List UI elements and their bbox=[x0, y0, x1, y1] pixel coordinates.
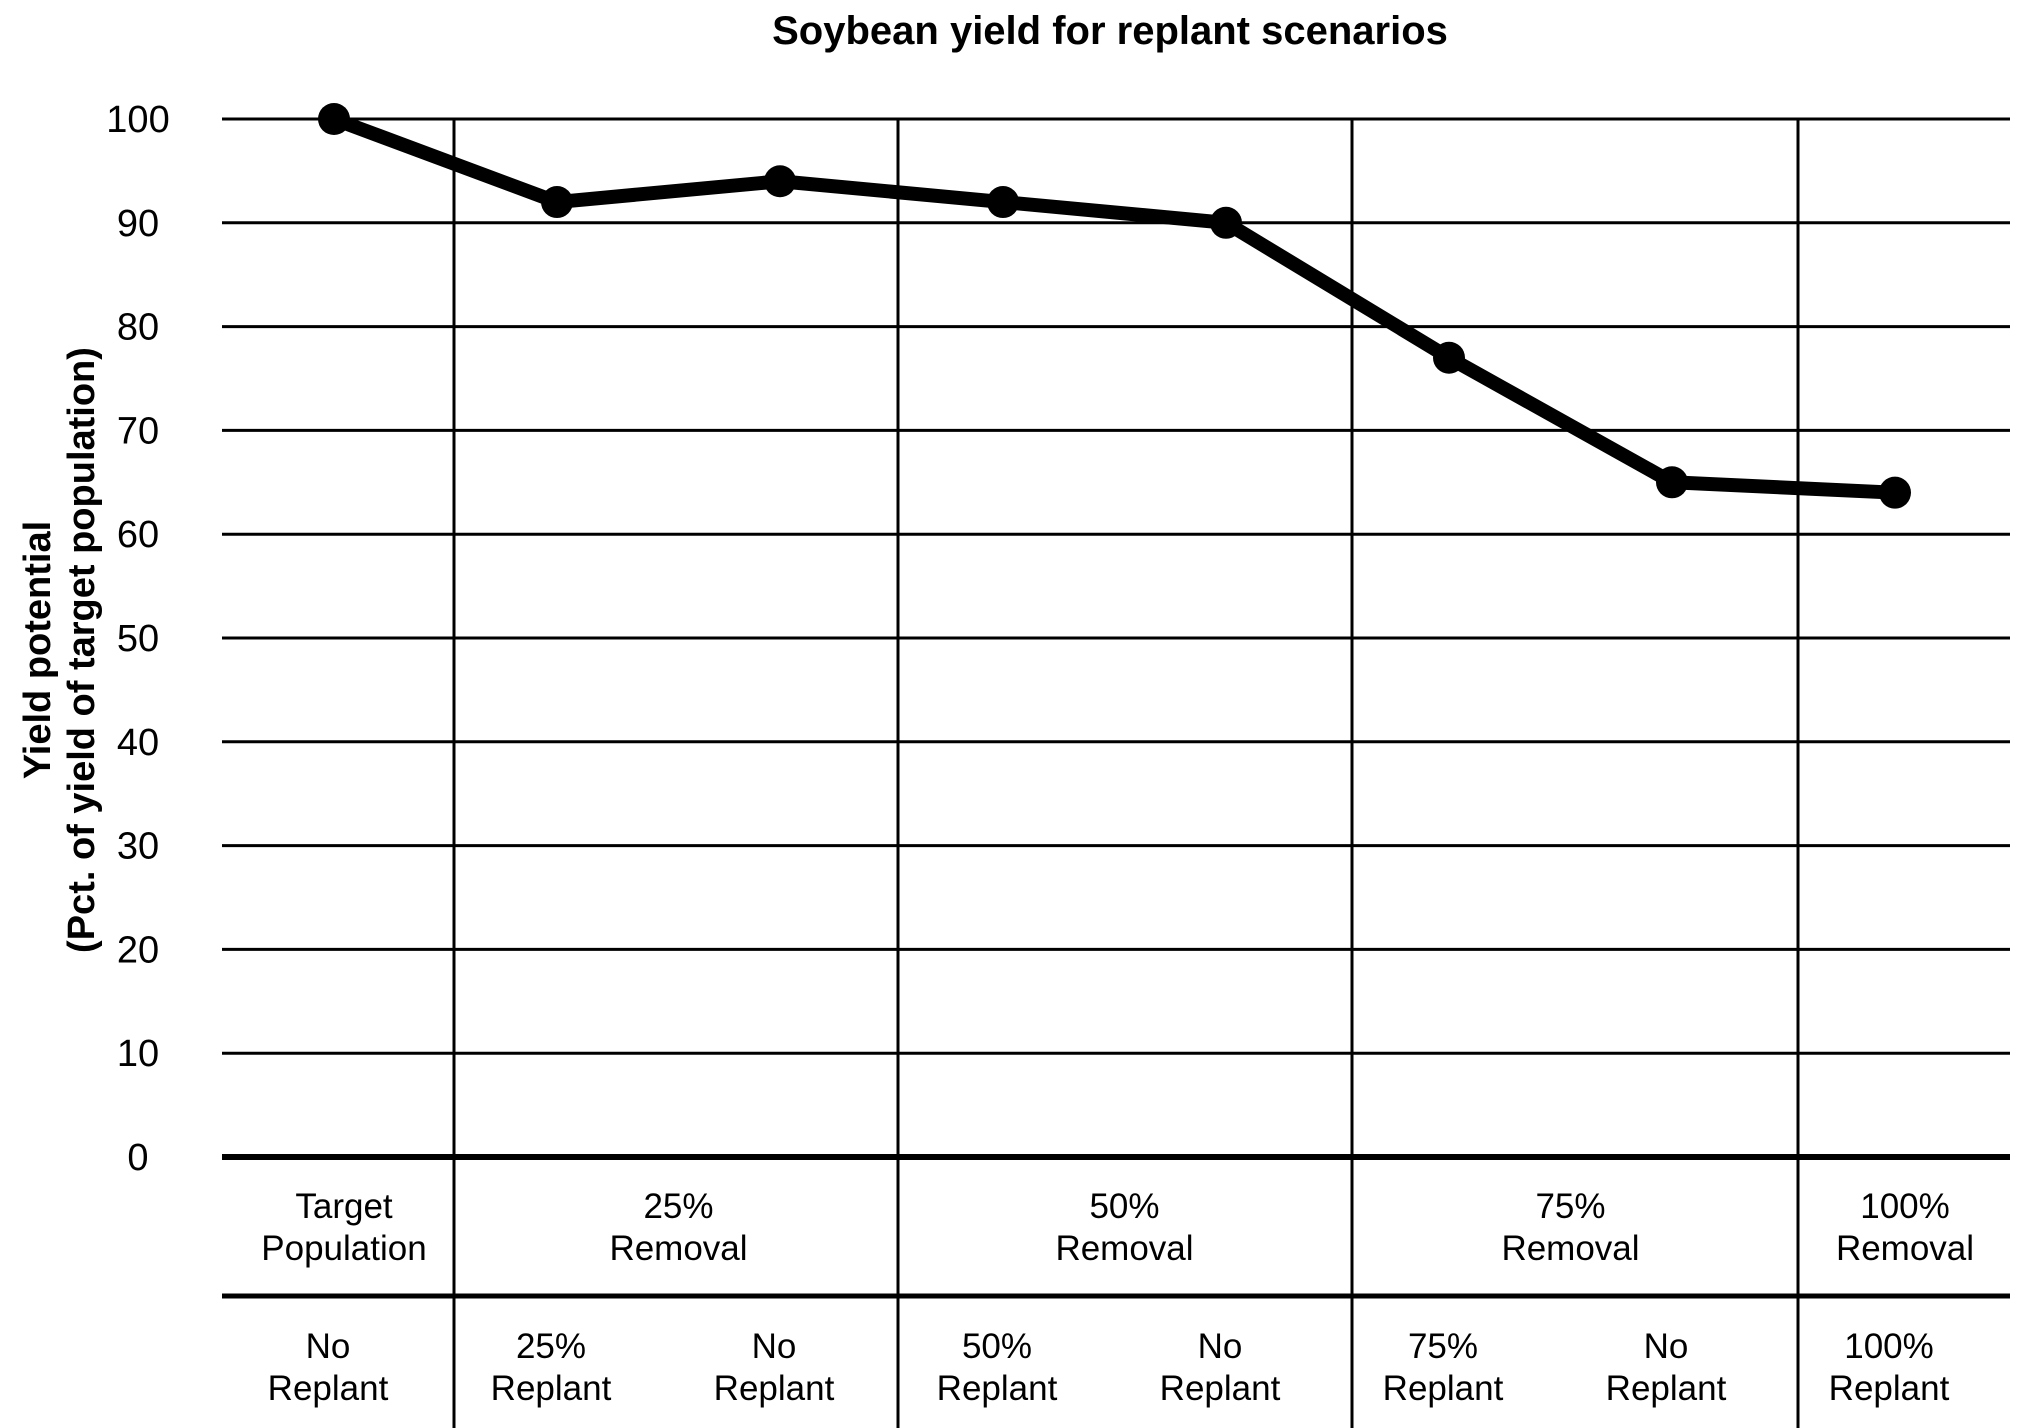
y-tick-label: 80 bbox=[117, 307, 159, 349]
gridlines bbox=[222, 117, 2010, 1055]
group-label: 50% bbox=[1089, 1187, 1159, 1226]
y-axis-ticks: 0 10 20 30 40 50 60 70 80 90 100 bbox=[106, 99, 169, 1179]
group-label: Population bbox=[261, 1229, 426, 1268]
y-tick-label: 50 bbox=[117, 618, 159, 660]
group-label: 75% bbox=[1535, 1187, 1605, 1226]
data-point bbox=[1879, 476, 1911, 509]
y-tick-label: 20 bbox=[117, 929, 159, 971]
category-label: 100% bbox=[1844, 1327, 1934, 1366]
category-label: No bbox=[1198, 1327, 1243, 1366]
y-axis-label-line-2: (Pct. of yield of target population) bbox=[61, 347, 103, 953]
data-point bbox=[1210, 206, 1242, 239]
group-label: 25% bbox=[643, 1187, 713, 1226]
series-layer bbox=[318, 103, 1911, 509]
category-label: 25% bbox=[516, 1327, 586, 1366]
group-label: Removal bbox=[1501, 1229, 1639, 1268]
data-point bbox=[1433, 341, 1465, 374]
data-point bbox=[318, 103, 350, 135]
category-label: 75% bbox=[1408, 1327, 1478, 1366]
y-tick-label: 0 bbox=[127, 1137, 148, 1179]
y-tick-label: 40 bbox=[117, 722, 159, 764]
y-tick-label: 10 bbox=[117, 1033, 159, 1075]
category-label: Replant bbox=[714, 1369, 835, 1408]
group-label: Removal bbox=[1836, 1229, 1974, 1268]
data-point bbox=[764, 165, 796, 198]
category-label: Replant bbox=[1160, 1369, 1281, 1408]
group-label: 100% bbox=[1860, 1187, 1950, 1226]
data-point bbox=[987, 186, 1019, 219]
category-label: Replant bbox=[491, 1369, 612, 1408]
y-tick-label: 70 bbox=[117, 410, 159, 452]
category-table: TargetPopulation25%Removal50%Removal75%R… bbox=[222, 119, 2010, 1428]
y-tick-label: 90 bbox=[117, 203, 159, 245]
data-point bbox=[1656, 466, 1688, 499]
series-line bbox=[327, 112, 1902, 500]
category-label: Replant bbox=[937, 1369, 1058, 1408]
y-tick-label: 60 bbox=[117, 514, 159, 556]
chart-title: Soybean yield for replant scenarios bbox=[772, 9, 1448, 53]
group-label: Removal bbox=[1055, 1229, 1193, 1268]
category-label: No bbox=[306, 1327, 351, 1366]
data-point bbox=[541, 186, 573, 219]
group-label: Target bbox=[295, 1187, 393, 1226]
category-label: No bbox=[752, 1327, 797, 1366]
group-label: Removal bbox=[609, 1229, 747, 1268]
category-label: No bbox=[1644, 1327, 1689, 1366]
y-tick-label: 100 bbox=[106, 99, 169, 141]
category-label: 50% bbox=[962, 1327, 1032, 1366]
y-tick-label: 30 bbox=[117, 826, 159, 868]
category-label: Replant bbox=[268, 1369, 389, 1408]
y-axis-label-line-1: Yield potential bbox=[17, 521, 59, 779]
category-label: Replant bbox=[1606, 1369, 1727, 1408]
category-label: Replant bbox=[1383, 1369, 1504, 1408]
category-label: Replant bbox=[1829, 1369, 1950, 1408]
